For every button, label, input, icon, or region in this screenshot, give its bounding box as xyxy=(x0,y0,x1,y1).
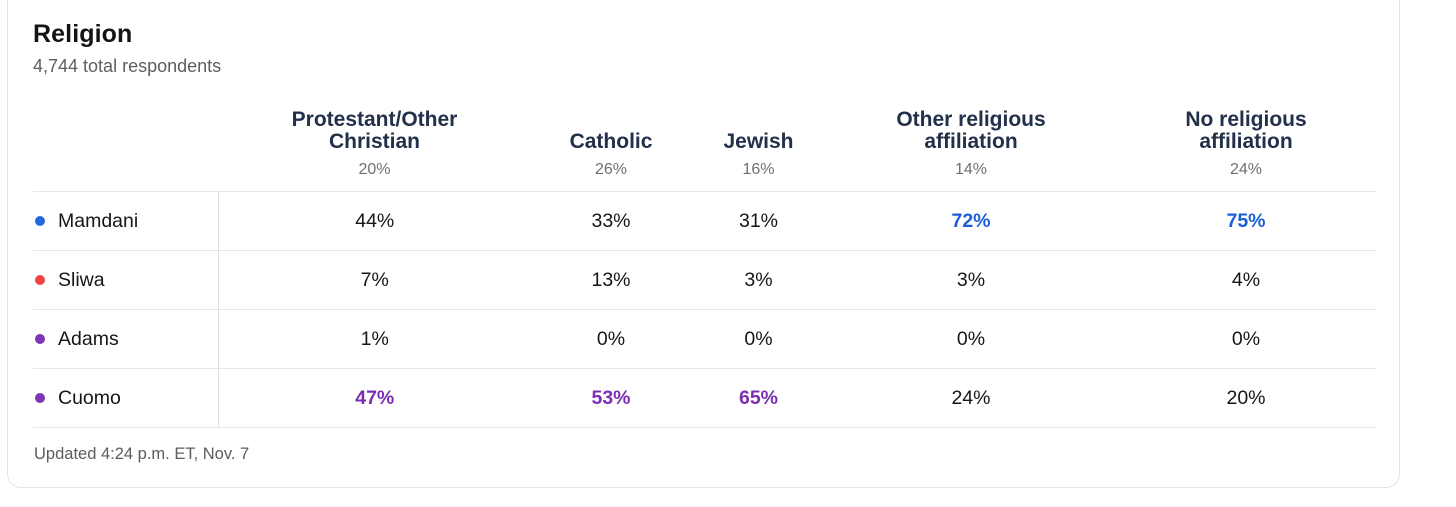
table-row-adams: Adams 1% 0% 0% 0% 0% xyxy=(33,309,1376,370)
column-label: Protestant/Other Christian xyxy=(291,108,458,154)
column-share: 24% xyxy=(1229,161,1263,179)
value-cell: 0% xyxy=(826,309,1116,370)
value-cell: 20% xyxy=(1116,368,1376,429)
header-row: Protestant/Other Christian 20% Catholic … xyxy=(33,91,1376,193)
candidate-dot xyxy=(35,274,45,285)
column-header-no-affiliation: No religious affiliation 24% xyxy=(1116,91,1376,193)
value-cell: 75% xyxy=(1116,191,1376,252)
value-cell: 3% xyxy=(691,250,826,311)
candidate-cell: Sliwa xyxy=(33,250,219,311)
table-row-mamdani: Mamdani 44% 33% 31% 72% 75% xyxy=(33,191,1376,252)
candidate-dot xyxy=(35,333,45,344)
candidate-name: Adams xyxy=(58,327,119,350)
candidate-cell: Adams xyxy=(33,309,219,370)
updated-timestamp: Updated 4:24 p.m. ET, Nov. 7 xyxy=(34,445,250,464)
column-label: No religious affiliation xyxy=(1185,108,1307,154)
value-cell: 0% xyxy=(691,309,826,370)
value-cell: 31% xyxy=(691,191,826,252)
card-content: Religion 4,744 total respondents Protest… xyxy=(8,0,1399,464)
value-cell: 33% xyxy=(531,191,691,252)
value-cell: 65% xyxy=(691,368,826,429)
table-row-sliwa: Sliwa 7% 13% 3% 3% 4% xyxy=(33,250,1376,311)
page-title: Religion xyxy=(33,20,133,48)
value-cell: 1% xyxy=(218,309,531,370)
value-cell: 3% xyxy=(826,250,1116,311)
value-cell: 24% xyxy=(826,368,1116,429)
column-header-jewish: Jewish 16% xyxy=(691,91,826,193)
column-share: 16% xyxy=(742,161,775,179)
value-cell: 53% xyxy=(531,368,691,429)
column-label: Jewish xyxy=(723,130,794,154)
candidate-dot xyxy=(35,392,45,403)
column-header-catholic: Catholic 26% xyxy=(531,91,691,193)
column-label: Catholic xyxy=(569,130,653,154)
candidate-name: Mamdani xyxy=(58,209,139,232)
exit-poll-table: Protestant/Other Christian 20% Catholic … xyxy=(33,91,1376,429)
candidate-name: Sliwa xyxy=(58,268,105,291)
respondents-subtitle: 4,744 total respondents xyxy=(33,55,222,76)
column-header-other-religious: Other religious affiliation 14% xyxy=(826,91,1116,193)
value-cell: 47% xyxy=(218,368,531,429)
value-cell: 4% xyxy=(1116,250,1376,311)
value-cell: 44% xyxy=(218,191,531,252)
religion-poll-card: Religion 4,744 total respondents Protest… xyxy=(7,0,1400,488)
column-label: Other religious affiliation xyxy=(896,108,1046,154)
value-cell: 13% xyxy=(531,250,691,311)
candidate-name: Cuomo xyxy=(58,386,121,409)
value-cell: 7% xyxy=(218,250,531,311)
column-share: 26% xyxy=(594,161,628,179)
value-cell: 0% xyxy=(531,309,691,370)
candidate-cell: Mamdani xyxy=(33,191,219,252)
candidate-dot xyxy=(35,215,45,226)
value-cell: 72% xyxy=(826,191,1116,252)
column-share: 20% xyxy=(358,161,391,179)
candidate-cell: Cuomo xyxy=(33,368,219,429)
value-cell: 0% xyxy=(1116,309,1376,370)
column-header-protestant: Protestant/Other Christian 20% xyxy=(218,91,531,193)
table-row-cuomo: Cuomo 47% 53% 65% 24% 20% xyxy=(33,368,1376,429)
column-share: 14% xyxy=(954,161,988,179)
candidate-column-header xyxy=(33,91,218,193)
